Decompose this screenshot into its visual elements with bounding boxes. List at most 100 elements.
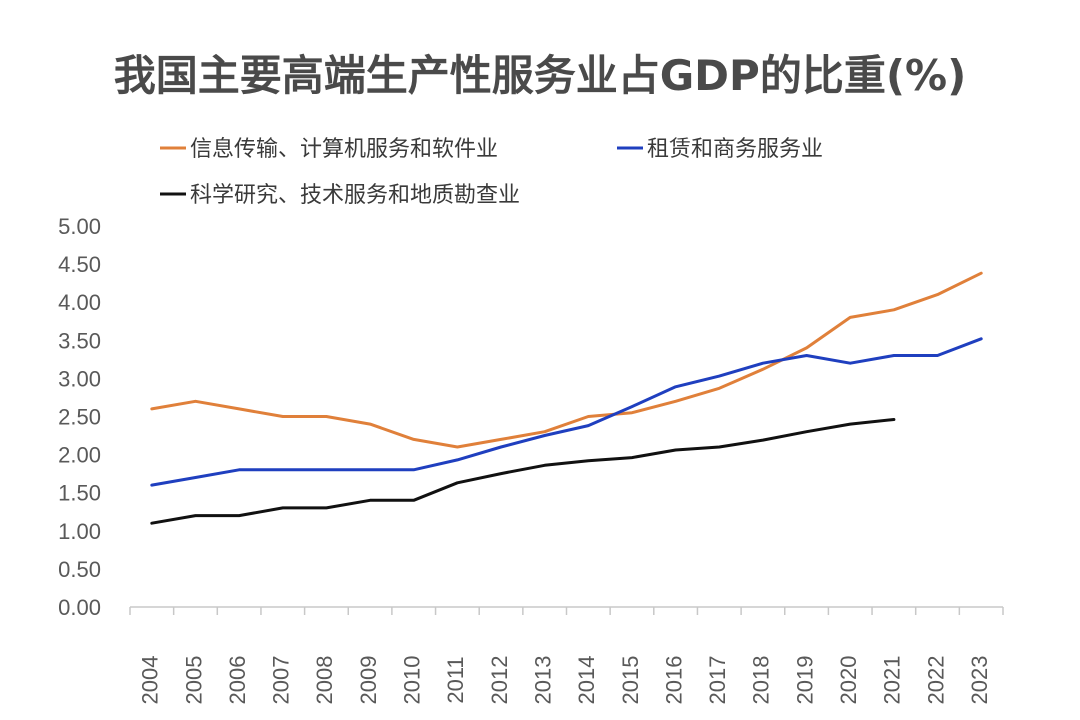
- x-tick-label: 2007: [269, 656, 294, 705]
- data-point: [412, 468, 416, 472]
- x-tick-label: 2012: [487, 656, 512, 705]
- data-point: [324, 414, 328, 418]
- data-point: [935, 353, 939, 357]
- data-point: [150, 521, 154, 525]
- data-point: [281, 506, 285, 510]
- data-point: [368, 422, 372, 426]
- y-tick-label: 3.00: [58, 366, 101, 391]
- data-point: [630, 410, 634, 414]
- data-point: [542, 433, 546, 437]
- data-point: [237, 513, 241, 517]
- x-tick-label: 2021: [880, 656, 905, 705]
- y-tick-label: 1.50: [58, 481, 101, 506]
- data-point: [499, 471, 503, 475]
- data-point: [324, 506, 328, 510]
- data-point: [717, 386, 721, 390]
- series-layer: [150, 271, 983, 525]
- data-point: [761, 367, 765, 371]
- legend-label: 信息传输、计算机服务和软件业: [190, 137, 498, 162]
- series-line-2: [150, 418, 896, 525]
- x-tick-label: 2009: [356, 656, 381, 705]
- x-tick-label: 2016: [661, 656, 686, 705]
- data-point: [717, 445, 721, 449]
- x-tick-label: 2015: [618, 656, 643, 705]
- data-point: [237, 407, 241, 411]
- legend-label: 科学研究、技术服务和地质勘查业: [190, 183, 520, 208]
- x-tick-label: 2008: [312, 656, 337, 705]
- x-tick-label: 2014: [574, 656, 599, 705]
- x-tick-label: 2006: [225, 656, 250, 705]
- data-point: [281, 468, 285, 472]
- data-point: [237, 468, 241, 472]
- data-point: [412, 437, 416, 441]
- legend-label: 租赁和商务服务业: [647, 137, 823, 162]
- data-point: [673, 385, 677, 389]
- data-point: [892, 353, 896, 357]
- data-point: [848, 361, 852, 365]
- data-point: [804, 346, 808, 350]
- y-tick-label: 4.50: [58, 252, 101, 277]
- series-line-0: [150, 271, 983, 449]
- y-tick-label: 0.50: [58, 557, 101, 582]
- data-point: [804, 353, 808, 357]
- data-point: [673, 448, 677, 452]
- data-point: [892, 308, 896, 312]
- data-point: [499, 437, 503, 441]
- series-line-1: [150, 337, 983, 487]
- x-tick-label: 2011: [443, 656, 468, 703]
- data-point: [979, 337, 983, 341]
- x-tick-label: 2020: [836, 656, 861, 705]
- x-tick-label: 2013: [530, 656, 555, 705]
- y-tick-label: 2.00: [58, 443, 101, 468]
- data-point: [673, 399, 677, 403]
- data-point: [630, 455, 634, 459]
- y-tick-label: 0.00: [58, 595, 101, 620]
- data-point: [455, 481, 459, 485]
- data-point: [717, 374, 721, 378]
- data-point: [499, 445, 503, 449]
- data-point: [542, 463, 546, 467]
- y-tick-label: 1.00: [58, 519, 101, 544]
- data-point: [979, 271, 983, 275]
- x-tick-label: 2010: [400, 656, 425, 705]
- data-point: [193, 399, 197, 403]
- data-point: [935, 292, 939, 296]
- x-tick-label: 2017: [705, 656, 730, 705]
- chart-title: 我国主要高端生产性服务业占GDP的比重(%): [114, 51, 967, 100]
- x-tick-label: 2019: [792, 656, 817, 705]
- data-point: [804, 430, 808, 434]
- data-point: [586, 414, 590, 418]
- x-tick-label: 2018: [749, 656, 774, 705]
- data-point: [586, 423, 590, 427]
- data-point: [455, 445, 459, 449]
- data-point: [193, 513, 197, 517]
- x-tick-label: 2005: [181, 656, 206, 705]
- data-point: [848, 315, 852, 319]
- data-point: [761, 438, 765, 442]
- data-point: [193, 475, 197, 479]
- data-point: [542, 430, 546, 434]
- y-axis: 0.00 0.50 1.00 1.50 2.00 2.50 3.00 3.50 4.00 4.50…: [58, 214, 101, 620]
- data-point: [368, 498, 372, 502]
- data-point: [150, 407, 154, 411]
- data-point: [150, 483, 154, 487]
- data-point: [455, 458, 459, 462]
- legend-item: 租赁和商务服务业: [617, 137, 823, 162]
- data-point: [761, 361, 765, 365]
- x-tick-label: 2022: [923, 656, 948, 705]
- y-tick-label: 5.00: [58, 214, 101, 239]
- y-tick-label: 3.50: [58, 328, 101, 353]
- y-tick-label: 2.50: [58, 405, 101, 430]
- legend-item: 科学研究、技术服务和地质勘查业: [160, 183, 520, 208]
- data-point: [281, 414, 285, 418]
- data-point: [368, 468, 372, 472]
- x-tick-label: 2004: [138, 656, 163, 705]
- y-tick-label: 4.00: [58, 290, 101, 315]
- data-point: [630, 404, 634, 408]
- legend-item: 信息传输、计算机服务和软件业: [160, 137, 498, 162]
- data-point: [412, 498, 416, 502]
- data-point: [892, 417, 896, 421]
- data-point: [848, 422, 852, 426]
